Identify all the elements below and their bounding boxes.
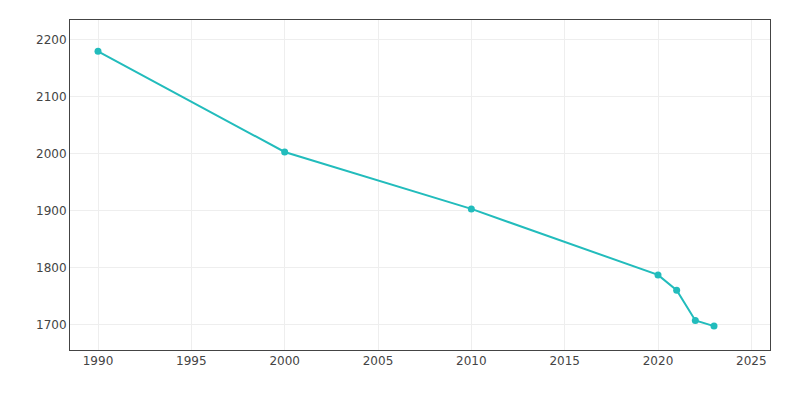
svg-text:2000: 2000: [269, 354, 300, 368]
svg-text:2010: 2010: [456, 354, 487, 368]
svg-text:1700: 1700: [36, 318, 67, 332]
svg-text:1800: 1800: [36, 261, 67, 275]
svg-text:1995: 1995: [176, 354, 207, 368]
svg-text:2025: 2025: [736, 354, 767, 368]
svg-text:2200: 2200: [36, 33, 67, 47]
svg-text:1990: 1990: [83, 354, 114, 368]
svg-text:2100: 2100: [36, 90, 67, 104]
svg-text:2020: 2020: [643, 354, 674, 368]
svg-text:2000: 2000: [36, 147, 67, 161]
svg-text:1900: 1900: [36, 204, 67, 218]
svg-text:2005: 2005: [363, 354, 394, 368]
svg-text:2015: 2015: [549, 354, 580, 368]
